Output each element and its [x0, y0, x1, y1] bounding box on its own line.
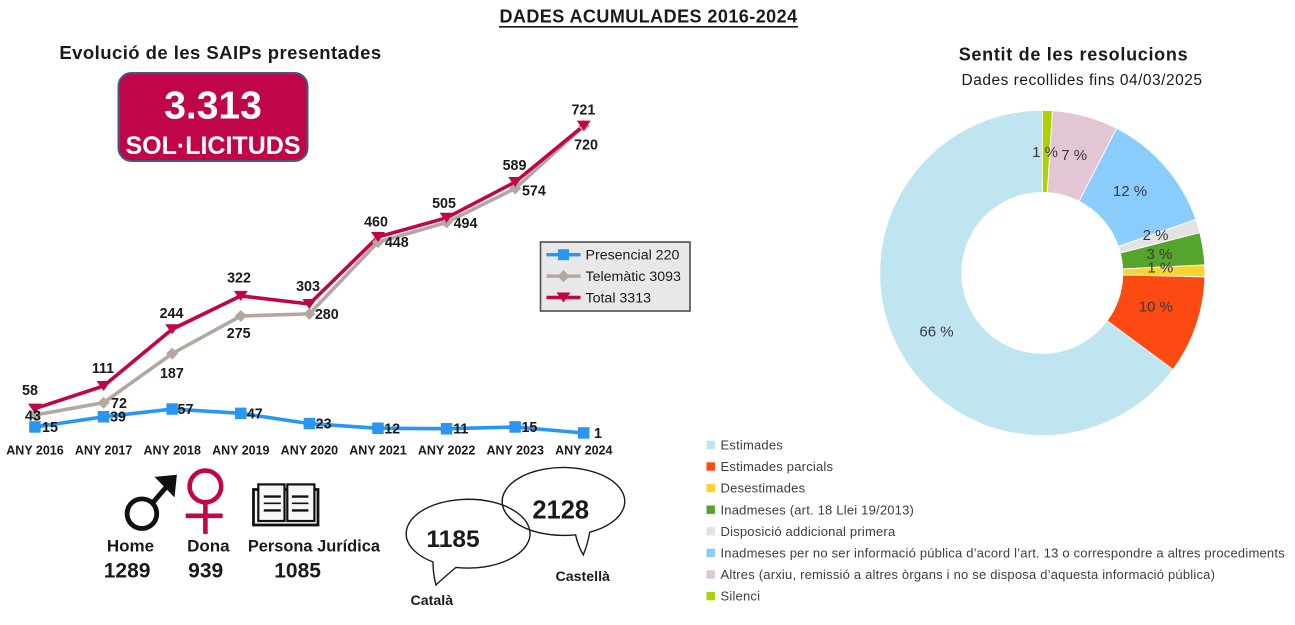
- svg-text:Estimades parcials: Estimades parcials: [721, 459, 834, 474]
- svg-text:1085: 1085: [274, 559, 321, 582]
- svg-text:ANY 2019: ANY 2019: [212, 444, 269, 458]
- svg-text:Altres (arxiu, remissió a altr: Altres (arxiu, remissió a altres òrgans …: [721, 567, 1216, 582]
- svg-text:ANY 2023: ANY 2023: [486, 444, 543, 458]
- svg-text:43: 43: [25, 409, 41, 425]
- svg-text:Dona: Dona: [187, 537, 230, 556]
- svg-text:3.313: 3.313: [164, 85, 262, 128]
- svg-text:DADES ACUMULADES 2016-2024: DADES ACUMULADES 2016-2024: [499, 7, 797, 27]
- svg-text:15: 15: [42, 420, 58, 436]
- svg-text:448: 448: [385, 235, 409, 251]
- svg-text:ANY 2016: ANY 2016: [6, 444, 63, 458]
- svg-text:720: 720: [574, 138, 598, 154]
- svg-text:574: 574: [522, 184, 546, 200]
- svg-text:ANY 2021: ANY 2021: [349, 444, 406, 458]
- svg-text:303: 303: [296, 279, 320, 295]
- svg-text:Evolució de les SAIPs presenta: Evolució de les SAIPs presentades: [59, 42, 381, 63]
- svg-text:Disposició addicional primera: Disposició addicional primera: [721, 524, 896, 539]
- svg-text:244: 244: [160, 306, 184, 322]
- svg-text:275: 275: [227, 326, 251, 342]
- svg-text:ANY 2017: ANY 2017: [75, 444, 132, 458]
- svg-text:Dades recollides fins 04/03/20: Dades recollides fins 04/03/2025: [962, 72, 1203, 89]
- svg-text:Inadmeses per no ser informaci: Inadmeses per no ser informació pública …: [721, 546, 1286, 561]
- svg-text:589: 589: [503, 158, 527, 174]
- svg-text:1289: 1289: [104, 559, 151, 582]
- svg-text:494: 494: [454, 216, 478, 232]
- svg-text:Inadmeses (art. 18 Llei 19/201: Inadmeses (art. 18 Llei 19/2013): [721, 502, 915, 517]
- svg-text:505: 505: [432, 196, 456, 212]
- svg-text:12 %: 12 %: [1113, 183, 1147, 200]
- svg-text:57: 57: [178, 402, 194, 418]
- svg-text:58: 58: [22, 383, 38, 399]
- svg-text:ANY 2020: ANY 2020: [281, 444, 338, 458]
- svg-text:Total 3313: Total 3313: [586, 291, 652, 307]
- svg-text:11: 11: [453, 422, 468, 438]
- svg-text:72: 72: [111, 396, 127, 412]
- svg-text:ANY 2018: ANY 2018: [143, 444, 200, 458]
- svg-text:ANY 2024: ANY 2024: [555, 444, 612, 458]
- svg-text:939: 939: [188, 559, 223, 582]
- svg-text:1 %: 1 %: [1032, 144, 1058, 161]
- svg-text:12: 12: [384, 421, 400, 437]
- svg-text:23: 23: [316, 417, 332, 433]
- svg-text:47: 47: [247, 406, 263, 422]
- svg-text:7 %: 7 %: [1061, 147, 1087, 164]
- svg-text:721: 721: [571, 103, 595, 119]
- svg-text:Castellà: Castellà: [555, 569, 610, 585]
- svg-text:66 %: 66 %: [919, 324, 953, 341]
- svg-text:187: 187: [160, 366, 184, 382]
- svg-text:ANY 2022: ANY 2022: [418, 444, 475, 458]
- svg-text:460: 460: [364, 215, 388, 231]
- svg-text:280: 280: [315, 307, 339, 323]
- svg-text:2 %: 2 %: [1143, 227, 1169, 244]
- svg-text:2128: 2128: [532, 497, 589, 525]
- svg-text:SOL·LICITUDS: SOL·LICITUDS: [126, 132, 301, 160]
- svg-text:111: 111: [92, 361, 114, 377]
- svg-text:Desestimades: Desestimades: [721, 481, 806, 496]
- svg-text:Persona Jurídica: Persona Jurídica: [248, 538, 381, 556]
- svg-text:Presencial 220: Presencial 220: [586, 248, 680, 264]
- svg-text:Sentit de les resolucions: Sentit de les resolucions: [959, 45, 1189, 65]
- svg-text:1185: 1185: [426, 526, 479, 553]
- svg-text:Home: Home: [107, 537, 154, 556]
- svg-text:Telemàtic 3093: Telemàtic 3093: [586, 269, 682, 285]
- svg-text:10 %: 10 %: [1139, 299, 1173, 316]
- svg-text:3 %: 3 %: [1146, 246, 1172, 263]
- svg-text:1: 1: [594, 426, 602, 442]
- svg-text:Català: Català: [411, 593, 454, 609]
- svg-text:Silenci: Silenci: [721, 589, 761, 604]
- svg-text:1 %: 1 %: [1147, 260, 1173, 277]
- svg-text:Estimades: Estimades: [721, 438, 784, 453]
- svg-text:322: 322: [227, 271, 251, 287]
- svg-text:39: 39: [110, 410, 126, 426]
- svg-text:15: 15: [521, 420, 537, 436]
